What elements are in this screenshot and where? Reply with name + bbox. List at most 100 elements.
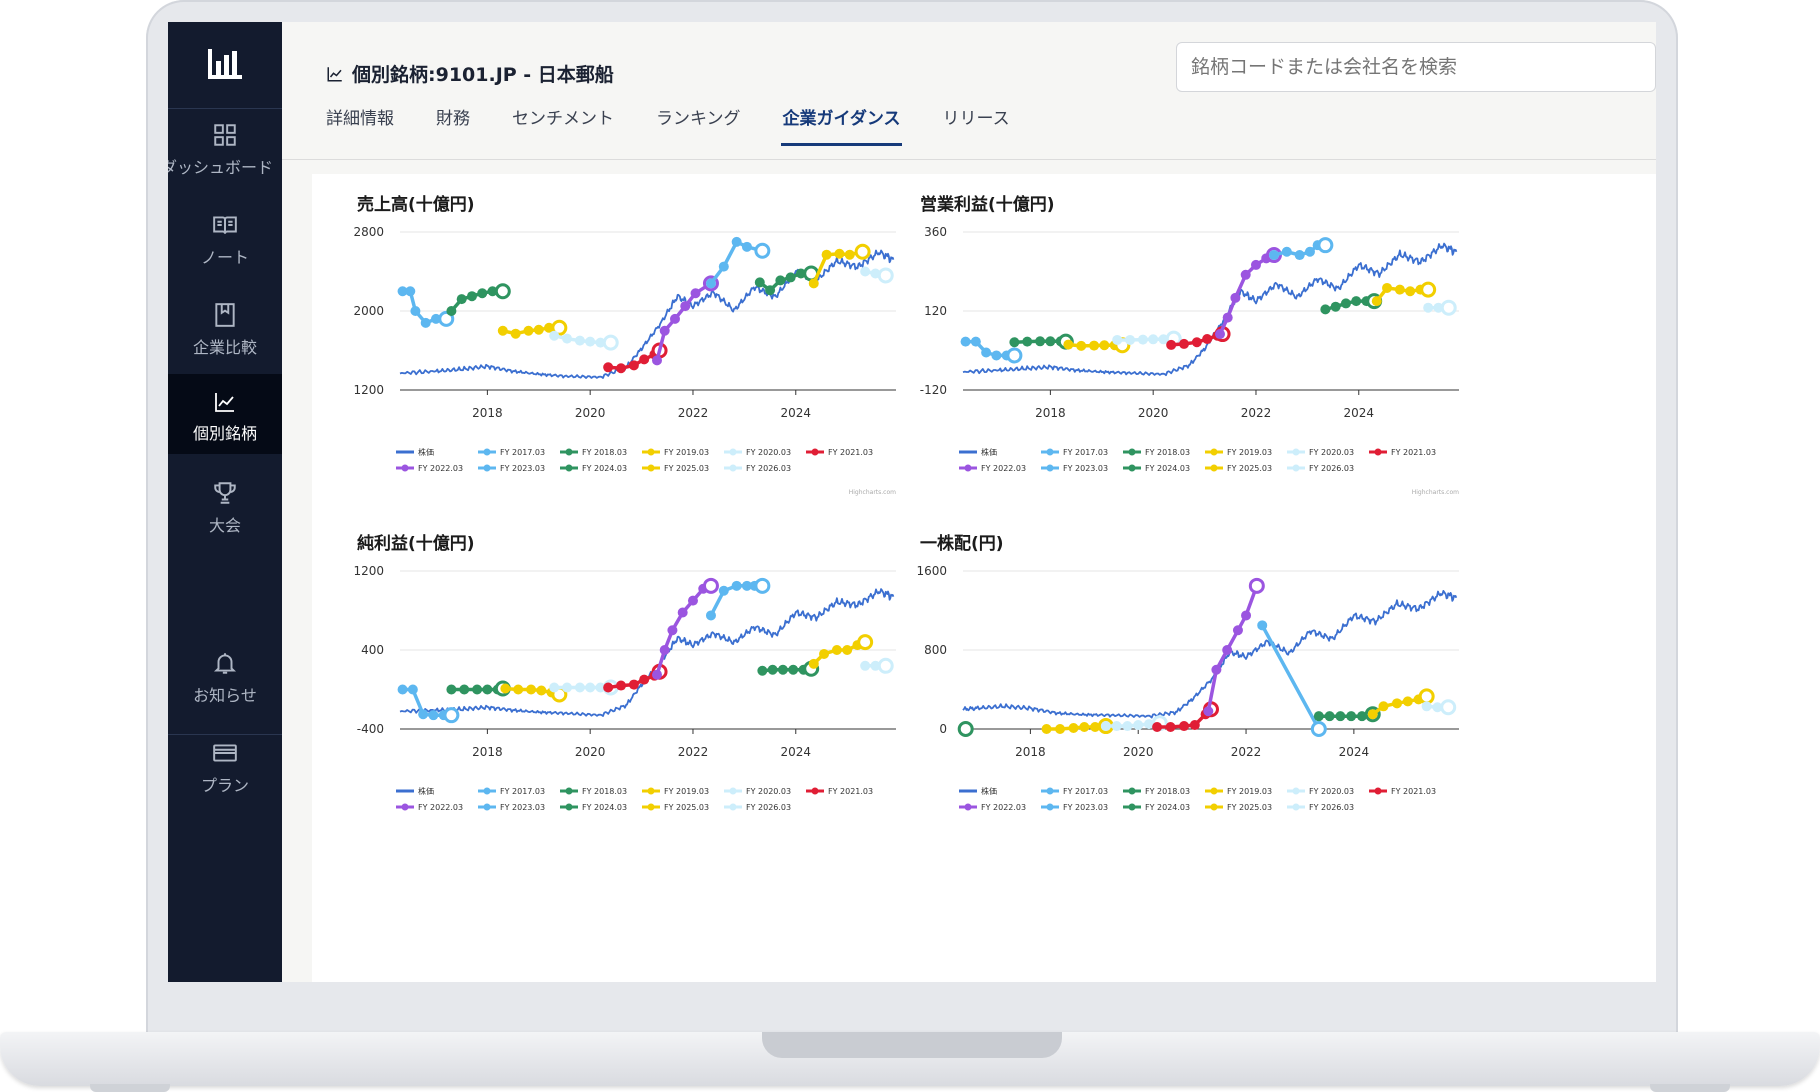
guidance-point <box>544 322 555 333</box>
x-tick-label: 2018 <box>1015 745 1046 759</box>
legend-label: FY 2026.03 <box>1309 803 1354 812</box>
guidance-point <box>595 337 606 348</box>
guidance-point <box>1433 302 1444 313</box>
sidebar-item-stock[interactable]: 個別銘柄 <box>168 374 282 454</box>
x-tick-label: 2018 <box>1035 406 1066 420</box>
guidance-point <box>562 333 573 344</box>
legend-marker <box>565 803 573 811</box>
sidebar-item-notes[interactable]: ノート <box>168 212 282 302</box>
chart-panel-revenue: 売上高(十億円) 1200 2000 2800 2018 2020 2022 2024 株価 F… <box>312 174 942 514</box>
guidance-point <box>1351 296 1362 307</box>
legend-marker <box>1210 787 1218 795</box>
sidebar-item-dashboard[interactable]: ダッシュボード <box>168 122 282 212</box>
guidance-point <box>1324 711 1335 722</box>
x-tick-label: 2022 <box>678 745 709 759</box>
legend-marker <box>964 803 972 811</box>
tabs-divider <box>282 159 1656 160</box>
chart-title: 営業利益(十億円) <box>920 195 1055 215</box>
tab-ranking[interactable]: ランキング <box>656 109 741 129</box>
guidance-point <box>456 294 467 305</box>
guidance-point <box>510 328 521 339</box>
tab-details[interactable]: 詳細情報 <box>326 109 394 129</box>
guidance-point <box>616 680 627 691</box>
guidance-point-final <box>443 707 460 724</box>
legend-marker <box>401 803 409 811</box>
guidance-point <box>1421 701 1432 712</box>
guidance-point <box>1179 338 1190 349</box>
guidance-point <box>731 580 742 591</box>
search-input[interactable] <box>1176 42 1656 92</box>
guidance-point <box>667 625 678 636</box>
price-series-line <box>399 249 895 379</box>
book-icon <box>213 216 237 234</box>
legend-label: FY 2022.03 <box>418 464 463 473</box>
guidance-point <box>628 360 639 371</box>
guidance-point <box>741 241 752 252</box>
sidebar-item-notifications[interactable]: お知らせ <box>168 650 282 740</box>
guidance-point <box>860 266 871 277</box>
tab-guidance[interactable]: 企業ガイダンス <box>780 100 903 146</box>
sidebar-item-label: ダッシュボード <box>168 158 273 177</box>
app-logo[interactable] <box>168 22 282 109</box>
guidance-point <box>844 249 855 260</box>
legend-label: FY 2019.03 <box>664 787 709 796</box>
chart-title: 一株配(円) <box>920 534 1004 554</box>
x-tick-label: 2024 <box>780 406 811 420</box>
sidebar: ダッシュボード ノート 企業比較 個別銘柄 大会 <box>168 22 282 982</box>
bookmark-icon <box>215 303 235 327</box>
guidance-point <box>1009 337 1020 348</box>
x-tick-label: 2022 <box>1241 406 1272 420</box>
guidance-point <box>1371 296 1382 307</box>
guidance-point <box>1165 722 1176 733</box>
guidance-point <box>1068 723 1079 734</box>
legend-marker <box>483 787 491 795</box>
guidance-point <box>639 674 650 685</box>
guidance-point <box>659 325 670 336</box>
guidance-point <box>1394 284 1405 295</box>
guidance-point <box>754 277 765 288</box>
guidance-point <box>1055 724 1066 734</box>
sidebar-item-compare[interactable]: 企業比較 <box>168 302 282 392</box>
app-screen: ダッシュボード ノート 企業比較 個別銘柄 大会 <box>168 22 1656 982</box>
sidebar-item-contest[interactable]: 大会 <box>168 480 282 570</box>
guidance-point-final <box>602 334 619 351</box>
guidance-point <box>1079 722 1090 733</box>
guidance-point <box>446 684 457 695</box>
guidance-point <box>767 664 778 675</box>
legend-marker <box>1292 803 1300 811</box>
guidance-point <box>1402 696 1413 707</box>
guidance-point <box>705 610 716 621</box>
laptop-foot-right <box>1650 1084 1730 1092</box>
guidance-point <box>513 684 524 695</box>
guidance-point <box>595 682 606 693</box>
legend-marker <box>647 787 655 795</box>
guidance-point <box>1230 292 1241 303</box>
tab-releases[interactable]: リリース <box>942 109 1010 129</box>
bell-icon <box>213 653 237 674</box>
guidance-point <box>960 336 971 347</box>
legend-label: FY 2017.03 <box>500 448 545 457</box>
tab-financials[interactable]: 財務 <box>436 109 470 129</box>
guidance-point <box>1035 336 1046 347</box>
legend-label: FY 2025.03 <box>664 464 709 473</box>
legend-marker <box>1210 464 1218 472</box>
legend-marker <box>729 787 737 795</box>
guidance-point <box>628 679 639 690</box>
tab-sentiment[interactable]: センチメント <box>512 109 614 129</box>
guidance-point-final <box>854 243 871 260</box>
guidance-point <box>705 278 716 289</box>
guidance-point <box>549 330 560 341</box>
y-tick-label: 2800 <box>353 225 384 239</box>
guidance-point <box>1045 336 1056 347</box>
guidance-point <box>1089 340 1100 351</box>
legend-label: FY 2025.03 <box>1227 803 1272 812</box>
legend-label: FY 2019.03 <box>664 448 709 457</box>
guidance-point-final <box>1310 721 1327 737</box>
legend-marker <box>1374 787 1382 795</box>
sidebar-item-plan[interactable]: プラン <box>168 740 282 830</box>
legend-marker <box>1128 787 1136 795</box>
guidance-point <box>1203 706 1214 717</box>
guidance-point <box>536 685 547 696</box>
legend-marker <box>647 803 655 811</box>
legend-marker <box>1128 448 1136 456</box>
